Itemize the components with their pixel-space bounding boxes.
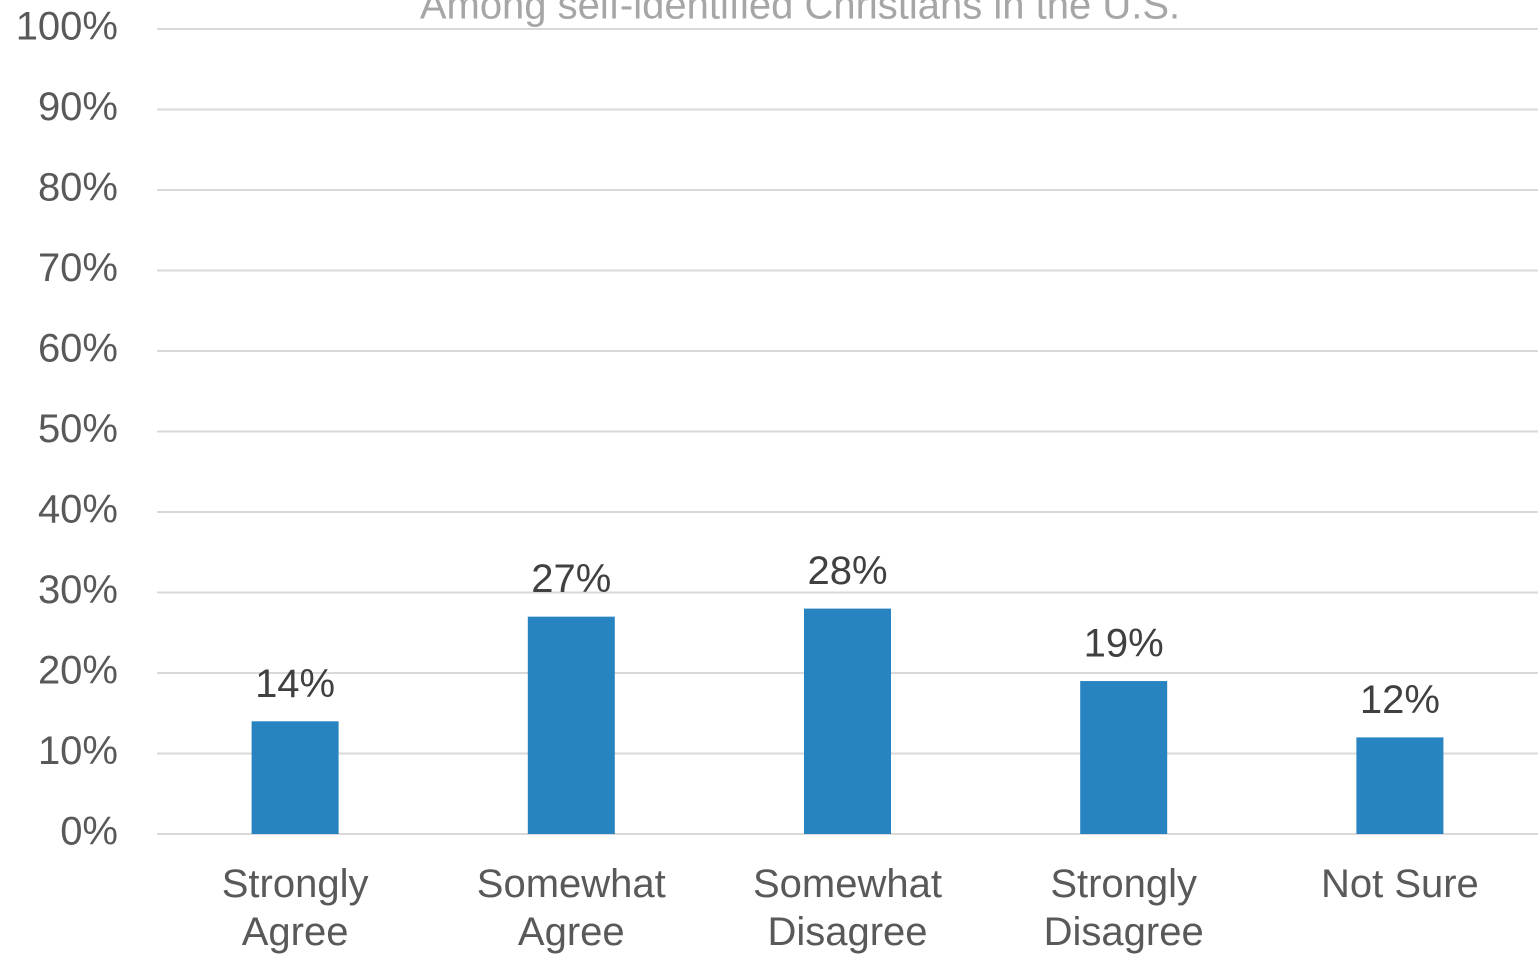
y-tick-label: 20% bbox=[38, 649, 118, 693]
bar bbox=[803, 608, 892, 834]
x-tick-label: Somewhat Agree bbox=[476, 862, 666, 954]
data-label: 12% bbox=[1360, 678, 1440, 722]
y-tick-label: 90% bbox=[38, 85, 118, 129]
x-tick-label: Strongly Disagree bbox=[1043, 862, 1204, 954]
y-tick-label: 100% bbox=[16, 5, 118, 49]
chart-subtitle: Among self-identified Christians in the … bbox=[420, 0, 1180, 28]
bar bbox=[1080, 681, 1168, 834]
bar bbox=[1356, 737, 1444, 834]
bar bbox=[527, 616, 615, 834]
data-label: 14% bbox=[255, 662, 335, 706]
x-tick-label: Strongly Agree bbox=[221, 862, 369, 954]
y-tick-label: 50% bbox=[38, 407, 118, 451]
data-label: 28% bbox=[807, 549, 887, 593]
data-label: 19% bbox=[1084, 622, 1164, 666]
x-tick-label: Not Sure bbox=[1320, 862, 1479, 906]
bar bbox=[251, 721, 339, 834]
x-tick-label: Somewhat Disagree bbox=[753, 862, 942, 954]
y-tick-label: 60% bbox=[38, 327, 118, 371]
y-tick-label: 40% bbox=[38, 488, 118, 532]
data-label: 27% bbox=[531, 557, 611, 601]
y-tick-label: 10% bbox=[38, 729, 118, 773]
y-tick-label: 30% bbox=[38, 568, 118, 612]
y-tick-label: 70% bbox=[38, 246, 118, 290]
y-tick-label: 0% bbox=[60, 810, 118, 854]
y-tick-label: 80% bbox=[38, 166, 118, 210]
